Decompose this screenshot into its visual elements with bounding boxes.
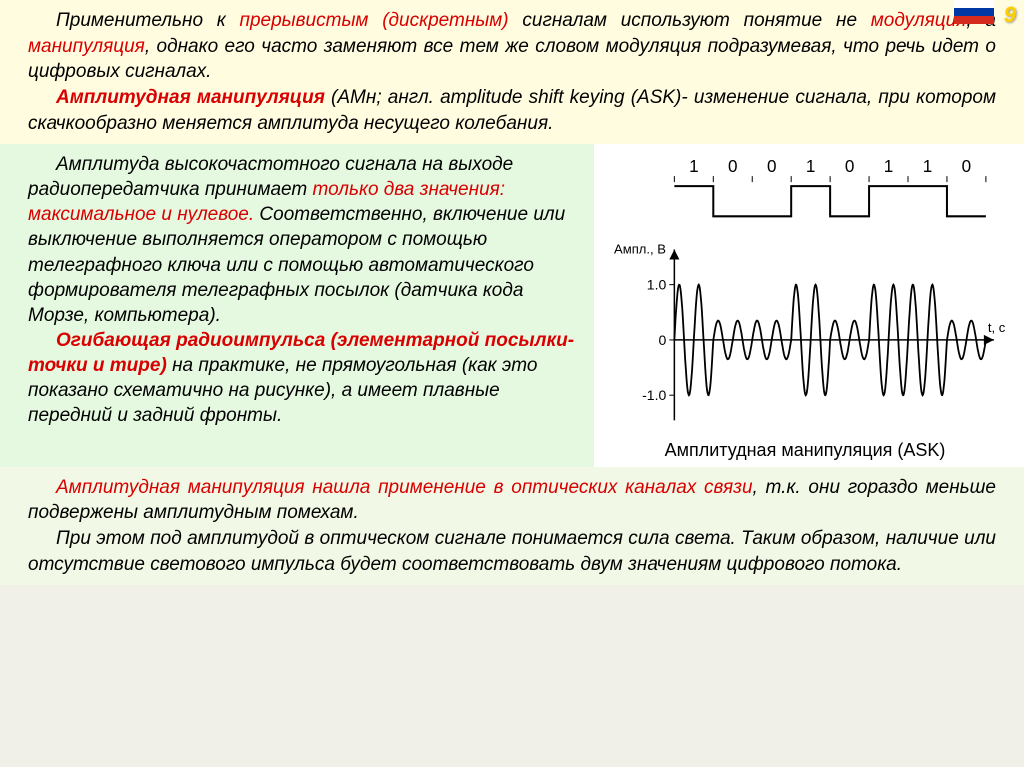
svg-text:1: 1 — [806, 157, 816, 176]
bottom-block: Амплитудная манипуляция нашла применение… — [0, 467, 1024, 586]
svg-text:0: 0 — [845, 157, 855, 176]
svg-text:1: 1 — [923, 157, 933, 176]
svg-text:t, c: t, c — [988, 320, 1006, 335]
svg-text:1: 1 — [884, 157, 894, 176]
paragraph-3: Амплитуда высокочастотного сигнала на вы… — [28, 152, 584, 328]
paragraph-4: Огибающая радиоимпульса (элементарной по… — [28, 328, 584, 428]
svg-text:1.0: 1.0 — [647, 277, 667, 293]
flag-icon — [954, 0, 994, 24]
svg-text:-1.0: -1.0 — [642, 387, 666, 403]
paragraph-6: При этом под амплитудой в оптическом сиг… — [28, 526, 996, 577]
intro-block: Применительно к прерывистым (дискретным)… — [0, 0, 1024, 144]
svg-text:1: 1 — [689, 157, 699, 176]
middle-text: Амплитуда высокочастотного сигнала на вы… — [0, 144, 594, 466]
ask-chart: 1 0 0 1 0 1 1 0 Ампл., В t, c 1.0 0 -1.0 — [604, 154, 1006, 435]
chart-panel: 1 0 0 1 0 1 1 0 Ампл., В t, c 1.0 0 -1.0 Амплитудна… — [594, 144, 1024, 466]
svg-text:0: 0 — [767, 157, 777, 176]
page-number: 9 — [1004, 2, 1016, 28]
chart-caption: Амплитудная манипуляция (ASK) — [665, 440, 946, 461]
middle-block: Амплитуда высокочастотного сигнала на вы… — [0, 144, 1024, 466]
paragraph-2: Амплитудная манипуляция (АМн; англ. ampl… — [28, 85, 996, 136]
svg-text:Ампл., В: Ампл., В — [614, 242, 666, 257]
paragraph-1: Применительно к прерывистым (дискретным)… — [28, 8, 996, 85]
svg-text:0: 0 — [962, 157, 972, 176]
svg-text:0: 0 — [659, 332, 667, 348]
paragraph-5: Амплитудная манипуляция нашла применение… — [28, 475, 996, 526]
svg-text:0: 0 — [728, 157, 738, 176]
